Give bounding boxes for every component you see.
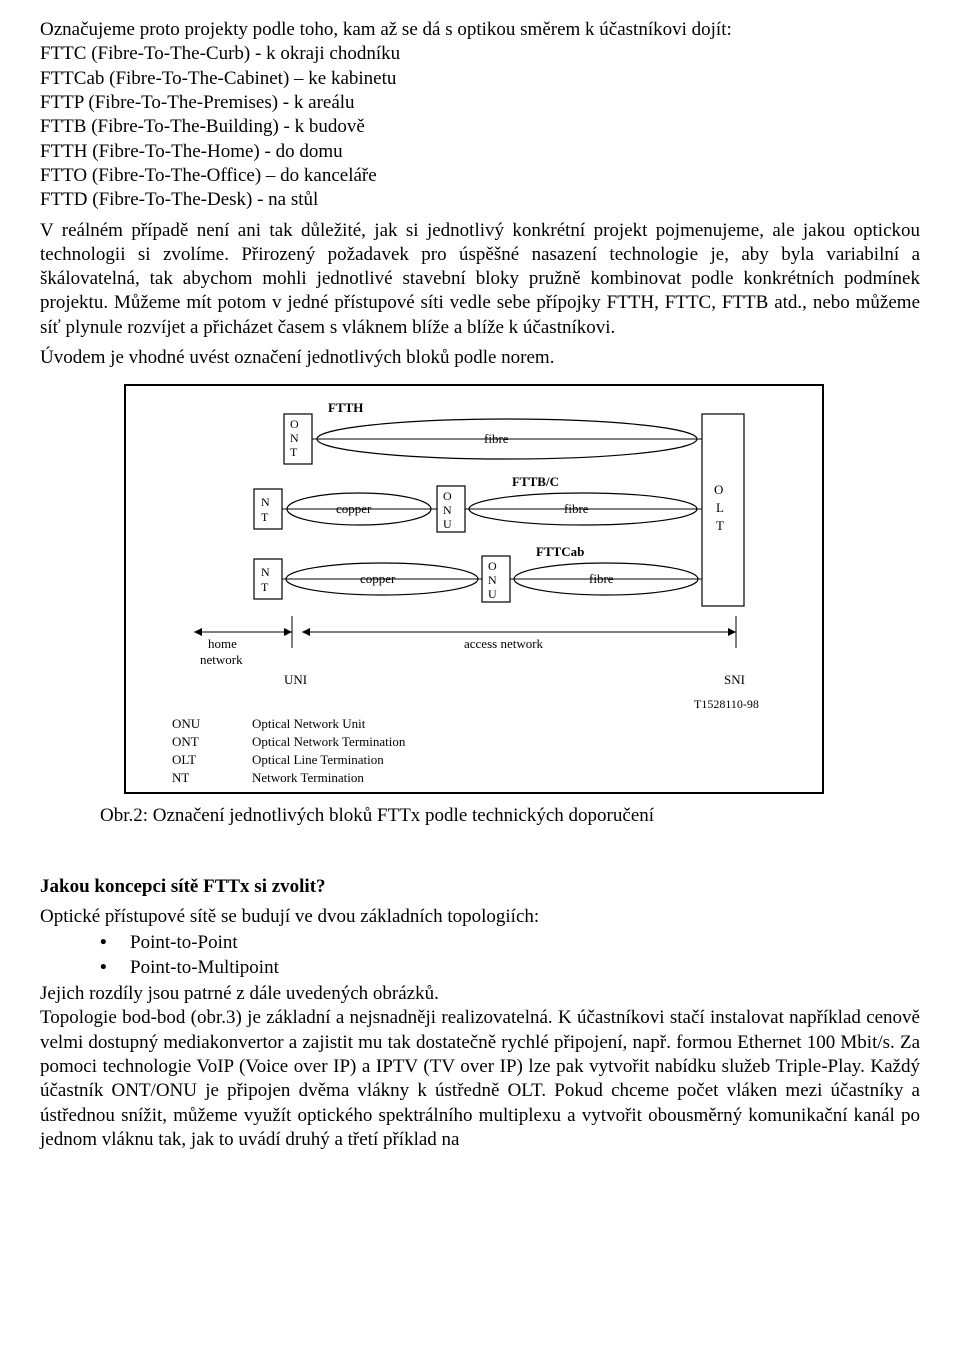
label-network: network: [200, 652, 243, 667]
bullet-list: •Point-to-Point •Point-to-Multipoint: [40, 931, 920, 980]
section2-para: Topologie bod-bod (obr.3) je základní a …: [40, 1006, 920, 1152]
svg-text:O: O: [488, 559, 497, 573]
bullet-0: •Point-to-Point: [100, 931, 920, 955]
intro-item-3: FTTB (Fibre-To-The-Building) - k budově: [40, 115, 920, 139]
intro-item-6: FTTD (Fibre-To-The-Desk) - na stůl: [40, 188, 920, 212]
intro-para3: Úvodem je vhodné uvést označení jednotli…: [40, 346, 920, 370]
bullet-label-1: Point-to-Multipoint: [130, 957, 279, 978]
fttx-diagram: O L T O N T FTTH fibre N T copper O N U …: [124, 384, 824, 794]
figure-caption: Obr.2: Označení jednotlivých bloků FTTx …: [100, 804, 920, 828]
legend-full-2: Optical Line Termination: [252, 752, 384, 767]
legend-abbr-1: ONT: [172, 734, 199, 749]
label-access: access network: [464, 636, 544, 651]
label-ftth: FTTH: [328, 400, 363, 415]
svg-text:N: N: [261, 565, 270, 579]
figure-block: O L T O N T FTTH fibre N T copper O N U …: [124, 384, 920, 794]
label-copper-1: copper: [336, 501, 372, 516]
label-tcode: T1528110-98: [694, 697, 759, 711]
svg-text:T: T: [261, 580, 269, 594]
svg-text:U: U: [488, 587, 497, 601]
svg-text:N: N: [290, 431, 299, 445]
label-sni: SNI: [724, 672, 745, 687]
legend-abbr-0: ONU: [172, 716, 201, 731]
svg-text:O: O: [714, 482, 723, 497]
label-fttcab: FTTCab: [536, 544, 584, 559]
legend-full-1: Optical Network Termination: [252, 734, 406, 749]
label-home: home: [208, 636, 237, 651]
label-uni: UNI: [284, 672, 307, 687]
svg-text:T: T: [716, 518, 724, 533]
section2-lead: Optické přístupové sítě se budují ve dvo…: [40, 905, 920, 929]
legend-full-0: Optical Network Unit: [252, 716, 366, 731]
page: Označujeme proto projekty podle toho, ka…: [0, 0, 960, 1178]
svg-text:U: U: [443, 517, 452, 531]
label-fttbc: FTTB/C: [512, 474, 559, 489]
svg-text:O: O: [443, 489, 452, 503]
svg-text:L: L: [716, 500, 724, 515]
section2-title: Jakou koncepci sítě FTTx si zvolit?: [40, 875, 920, 899]
intro-lead: Označujeme proto projekty podle toho, ka…: [40, 18, 920, 42]
svg-text:N: N: [261, 495, 270, 509]
svg-text:T: T: [261, 510, 269, 524]
intro-item-2: FTTP (Fibre-To-The-Premises) - k areálu: [40, 91, 920, 115]
intro-item-4: FTTH (Fibre-To-The-Home) - do domu: [40, 140, 920, 164]
label-fibre-2: fibre: [564, 501, 589, 516]
intro-para2: V reálném případě není ani tak důležité,…: [40, 219, 920, 341]
label-fibre-3: fibre: [589, 571, 614, 586]
bullet-1: •Point-to-Multipoint: [100, 956, 920, 980]
legend-abbr-2: OLT: [172, 752, 196, 767]
legend-full-3: Network Termination: [252, 770, 364, 785]
intro-item-1: FTTCab (Fibre-To-The-Cabinet) – ke kabin…: [40, 67, 920, 91]
label-fibre-1: fibre: [484, 431, 509, 446]
section2-after: Jejich rozdíly jsou patrné z dále uveden…: [40, 982, 920, 1006]
legend-abbr-3: NT: [172, 770, 189, 785]
label-copper-2: copper: [360, 571, 396, 586]
svg-text:O: O: [290, 417, 299, 431]
svg-text:N: N: [443, 503, 452, 517]
bullet-label-0: Point-to-Point: [130, 932, 238, 953]
svg-text:T: T: [290, 445, 298, 459]
svg-text:N: N: [488, 573, 497, 587]
intro-item-5: FTTO (Fibre-To-The-Office) – do kancelář…: [40, 164, 920, 188]
intro-item-0: FTTC (Fibre-To-The-Curb) - k okraji chod…: [40, 42, 920, 66]
